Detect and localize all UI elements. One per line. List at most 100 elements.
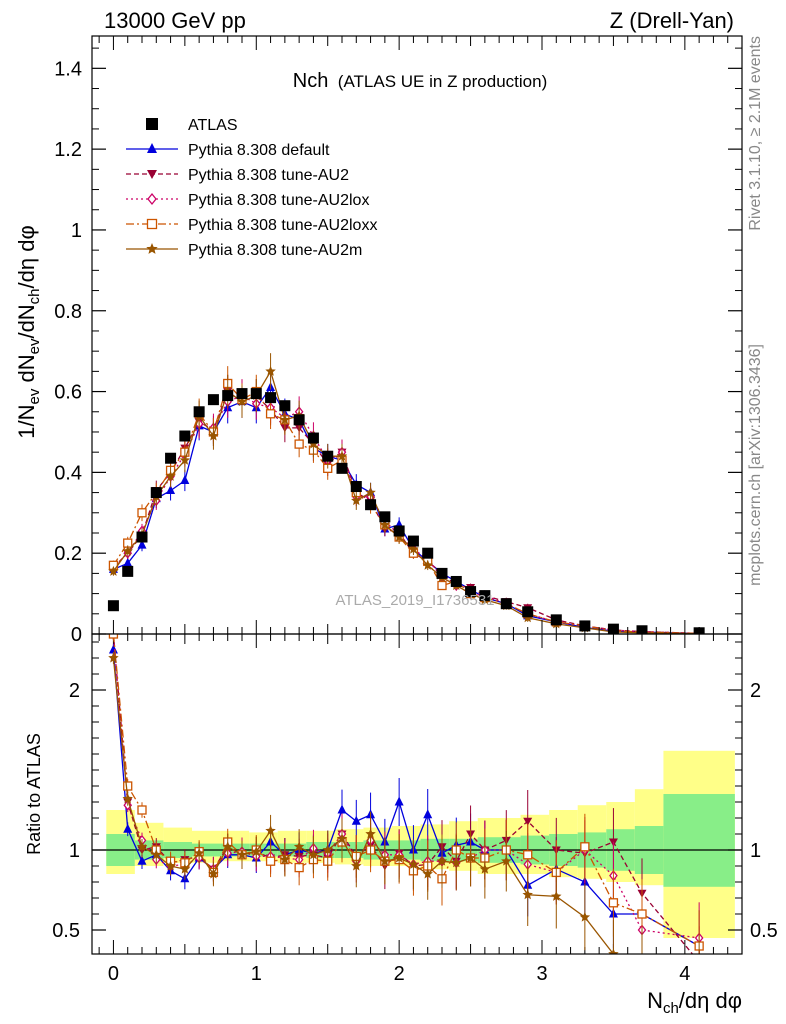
data-point [365,499,377,511]
ratio-point [351,860,362,871]
ratio-point [336,833,348,844]
ratio-point [165,860,176,871]
ratio-line [112,634,700,947]
ratio-point [308,849,319,860]
ratio-y-tick-label-right: 2 [750,680,761,702]
ratio-point [151,849,162,860]
header-right-label: Z (Drell-Yan) [610,8,734,33]
data-point [236,388,248,400]
data-point [308,438,319,449]
ratio-point [293,841,305,852]
ratio-point [523,850,533,860]
data-point [122,565,134,577]
data-point [137,508,147,518]
data-point [379,511,391,523]
ratio-y-tick-label: 0.5 [52,920,80,942]
data-point [207,394,219,406]
x-tick-label: 4 [679,963,690,985]
data-point [336,450,348,461]
main-y-tick-label: 1.2 [54,139,82,161]
ratio-point [108,644,118,654]
data-point [180,474,190,484]
data-point [522,612,533,623]
series-line [112,390,700,634]
ratio-point [137,855,147,865]
mcplots-label: mcplots.cern.ch [arXiv:1306.3436] [747,344,764,586]
data-point [193,406,205,418]
main-y-tick-label: 0.4 [54,462,82,484]
data-point [294,439,304,449]
legend-item: ATLAS [146,117,238,134]
legend-label: Pythia 8.308 default [188,142,330,159]
legend: ATLAS Pythia 8.308 default Pythia 8.308 tu… [126,117,377,259]
ratio-point [436,855,448,866]
ratio-point [337,804,347,814]
data-point [407,535,419,547]
rivet-version-label: Rivet 3.1.10, ≥ 2.1M events [747,36,764,231]
ratio-point [179,863,191,874]
legend-item: Pythia 8.308 default [126,142,330,159]
legend-item: Pythia 8.308 tune-AU2lox [126,192,369,209]
data-point [179,430,191,442]
main-panel: 0 0.2 0.4 0.6 0.8 1 1.2 1.4 ATLAS_2019_I1736531… [14,35,743,954]
data-point [436,567,448,579]
data-point [250,388,262,400]
main-y-tick-label: 0.6 [54,382,82,404]
ratio-point [523,817,533,826]
ratio-point [222,841,233,852]
ratio-line [112,649,700,947]
ratio-point [694,965,704,975]
ratio-point [136,841,148,852]
legend-marker [146,118,158,130]
data-point [579,620,591,632]
data-point [265,365,276,376]
ratio-point [579,911,591,922]
ratio-point [265,856,276,866]
legend-marker [146,218,158,230]
ratio-point [294,862,304,873]
ratio-point [408,858,419,869]
main-y-tick-label: 0 [71,624,82,646]
data-point [123,557,133,567]
data-point [522,606,534,618]
ratio-line [112,634,700,939]
data-point [322,450,334,462]
ratio-point [394,796,404,806]
data-point [122,545,133,556]
ratio-point [501,855,512,866]
legend-item: Pythia 8.308 tune-AU2m [126,242,362,259]
ratio-point [422,868,433,879]
data-point [350,481,362,493]
data-point [450,575,462,587]
data-point [393,531,405,542]
data-point [365,487,376,498]
ratio-point [637,909,647,919]
series-atlas [107,388,705,634]
legend-label: Pythia 8.308 tune-AU2m [188,242,362,259]
ratio-line [112,634,694,954]
data-point [179,454,191,465]
data-point [279,400,291,412]
legend-label: Pythia 8.308 tune-AU2loxx [188,217,377,234]
ratio-point [479,863,491,874]
data-point [222,390,234,402]
data-point [107,600,119,612]
data-point [479,590,491,602]
x-tick-label: 1 [251,963,262,985]
ratio-point [695,959,704,967]
ratio-line [112,657,616,954]
ratio-point [279,854,291,865]
data-point [165,452,177,464]
data-point [307,432,319,444]
ratio-point [522,889,533,900]
ratio-point [208,868,219,879]
main-y-tick-label: 1.4 [54,58,82,80]
chart-title-sub: (ATLAS UE in Z production) [338,72,547,91]
ratio-y-tick-label: 1 [69,840,80,862]
data-point [166,485,176,495]
ratio-point [193,847,205,858]
ratio-y-tick-label: 2 [69,680,80,702]
data-point [165,470,176,481]
main-y-tick-label: 1 [71,220,82,242]
data-point [379,519,391,530]
